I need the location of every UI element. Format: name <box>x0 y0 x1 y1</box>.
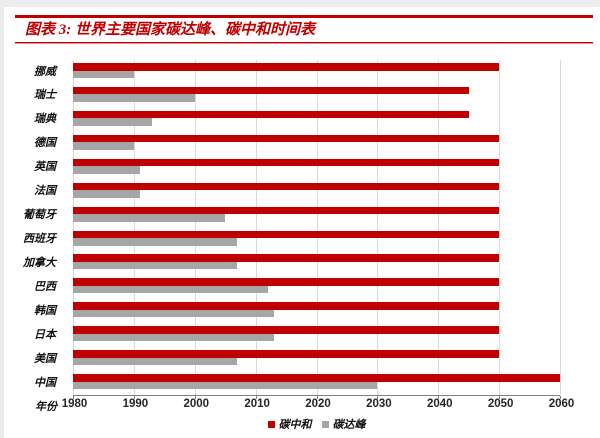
bar-carbon-neutrality-西班牙 <box>73 230 500 238</box>
axis-tick-label-1980: 1980 <box>61 398 88 410</box>
plot-area <box>73 60 561 396</box>
axis-tick-label-1990: 1990 <box>122 398 149 410</box>
bar-carbon-neutrality-英国 <box>73 158 500 167</box>
gridline-2030 <box>377 60 379 395</box>
axis-tick-label-2040: 2040 <box>426 398 453 410</box>
category-label-巴西: 巴西 <box>34 280 56 293</box>
gridline-2010 <box>255 60 257 395</box>
legend-label-carbon-neutrality: 碳中和 <box>278 419 312 431</box>
bar-carbon-neutrality-巴西 <box>73 278 500 286</box>
bar-carbon-peak-德国 <box>73 142 134 150</box>
bar-carbon-neutrality-葡萄牙 <box>73 206 500 215</box>
bar-carbon-neutrality-法国 <box>73 182 500 191</box>
category-label-西班牙: 西班牙 <box>23 233 56 245</box>
bar-carbon-neutrality-日本 <box>73 326 500 334</box>
category-label-韩国: 韩国 <box>34 304 56 317</box>
category-label-加拿大: 加拿大 <box>23 256 56 269</box>
legend-swatch-carbon-neutrality <box>267 420 275 428</box>
page-edge-top <box>0 0 600 7</box>
page-edge-left <box>0 0 4 438</box>
legend-label-carbon-peak: 碳达峰 <box>332 419 366 431</box>
axis-tick-2000 <box>194 396 196 399</box>
bar-carbon-peak-中国 <box>73 381 378 390</box>
legend-item-carbon-peak: 碳达峰 <box>321 416 366 432</box>
gridline-2020 <box>316 60 318 395</box>
bar-carbon-neutrality-美国 <box>73 350 500 358</box>
gridline-2060 <box>560 60 561 395</box>
category-label-瑞典: 瑞典 <box>34 113 56 126</box>
axis-tick-1980 <box>73 396 74 399</box>
category-label-瑞士: 瑞士 <box>34 89 56 102</box>
bar-carbon-peak-加拿大 <box>73 261 238 270</box>
category-label-法国: 法国 <box>34 185 56 198</box>
category-label-葡萄牙: 葡萄牙 <box>23 209 56 222</box>
axis-tick-label-2020: 2020 <box>305 398 331 410</box>
bar-carbon-peak-美国 <box>73 357 238 366</box>
bar-carbon-neutrality-瑞士 <box>73 86 469 95</box>
axis-tick-label-2060: 2060 <box>548 398 575 410</box>
bar-carbon-peak-葡萄牙 <box>73 214 226 222</box>
axis-tick-2010 <box>255 396 257 399</box>
bar-carbon-neutrality-挪威 <box>73 63 500 71</box>
axis-tick-label-2030: 2030 <box>366 398 392 410</box>
axis-tick-2020 <box>316 396 318 399</box>
bar-carbon-neutrality-瑞典 <box>73 110 469 119</box>
legend-item-carbon-neutrality: 碳中和 <box>267 416 312 432</box>
bar-carbon-peak-日本 <box>73 333 274 342</box>
category-label-中国: 中国 <box>34 376 56 389</box>
bar-carbon-neutrality-中国 <box>73 374 560 382</box>
gridline-1990 <box>133 60 135 395</box>
bar-carbon-peak-英国 <box>73 166 140 174</box>
axis-tick-2060 <box>560 396 561 399</box>
gridline-1980 <box>73 60 74 395</box>
bar-carbon-peak-瑞典 <box>73 118 153 126</box>
category-label-挪威: 挪威 <box>34 65 56 78</box>
axis-tick-2040 <box>438 396 440 399</box>
gridline-2040 <box>438 60 440 395</box>
title-rule-top <box>15 15 593 18</box>
category-label-日本: 日本 <box>34 328 56 341</box>
bar-carbon-peak-西班牙 <box>73 238 238 246</box>
bar-carbon-peak-瑞士 <box>73 94 195 102</box>
axis-tick-2030 <box>377 396 379 399</box>
axis-tick-label-2000: 2000 <box>183 398 210 410</box>
gridline-2050 <box>499 60 501 395</box>
category-label-美国: 美国 <box>34 352 56 365</box>
bar-carbon-peak-韩国 <box>73 309 274 318</box>
bar-carbon-neutrality-韩国 <box>73 302 500 310</box>
bar-carbon-neutrality-德国 <box>73 134 500 143</box>
title-rule-bottom <box>15 42 593 43</box>
category-label-英国: 英国 <box>34 161 56 174</box>
bar-carbon-peak-法国 <box>73 190 140 198</box>
axis-tick-1990 <box>133 396 135 399</box>
bar-carbon-peak-巴西 <box>73 285 268 294</box>
legend-swatch-carbon-peak <box>321 420 329 428</box>
category-label-德国: 德国 <box>34 137 56 150</box>
figure-title: 图表 3: 世界主要国家碳达峰、碳中和时间表 <box>25 22 315 38</box>
bar-carbon-peak-挪威 <box>73 70 134 78</box>
axis-tick-label-2050: 2050 <box>487 398 514 410</box>
x-axis: 1980 1990 2000 2010 2020 2030 2040 2050 2060 <box>62 395 574 413</box>
category-labels: 挪威瑞士瑞典德国英国法国葡萄牙西班牙加拿大巴西韩国日本美国中国 <box>0 60 57 395</box>
axis-tick-2050 <box>499 396 501 399</box>
axis-tick-label-2010: 2010 <box>244 398 270 410</box>
bar-carbon-neutrality-加拿大 <box>73 254 500 262</box>
x-axis-title: 年份 <box>35 401 57 413</box>
chart-legend: 碳中和 碳达峰 <box>73 416 560 432</box>
gridline-2000 <box>194 60 196 395</box>
